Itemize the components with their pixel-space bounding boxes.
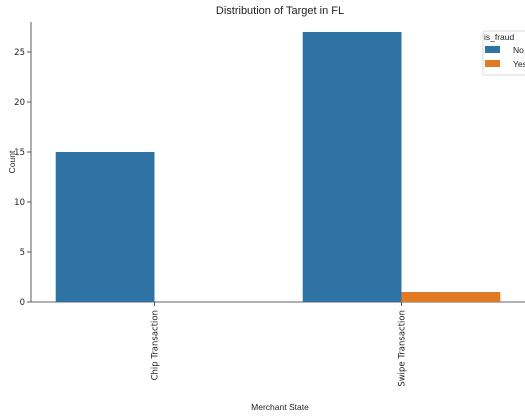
y-axis-label: Count — [7, 150, 17, 173]
x-axis-label: Merchant State — [251, 402, 309, 412]
legend-label: Yes — [513, 59, 525, 69]
plot-area: 0 5 10 15 20 25 Chip Transaction Swipe Transact… — [14, 22, 525, 387]
legend: is_fraud No Yes — [482, 30, 525, 76]
legend-swatch — [485, 60, 500, 67]
legend-label: No — [513, 45, 524, 55]
chart-title: Distribution of Target in FL — [216, 5, 344, 17]
y-tick-label: 0 — [20, 298, 25, 308]
bar — [401, 292, 501, 302]
y-tick-label: 20 — [14, 98, 25, 108]
y-tick-label: 5 — [20, 248, 25, 258]
y-tick-label: 25 — [14, 48, 25, 58]
legend-swatch — [485, 46, 500, 53]
legend-title: is_fraud — [484, 32, 515, 42]
bar — [302, 32, 402, 302]
y-tick-label: 10 — [14, 198, 25, 208]
x-tick-label: Chip Transaction — [151, 310, 161, 380]
y-tick-label: 15 — [14, 148, 25, 158]
bar — [55, 152, 155, 302]
x-tick-label: Swipe Transaction — [398, 310, 408, 387]
